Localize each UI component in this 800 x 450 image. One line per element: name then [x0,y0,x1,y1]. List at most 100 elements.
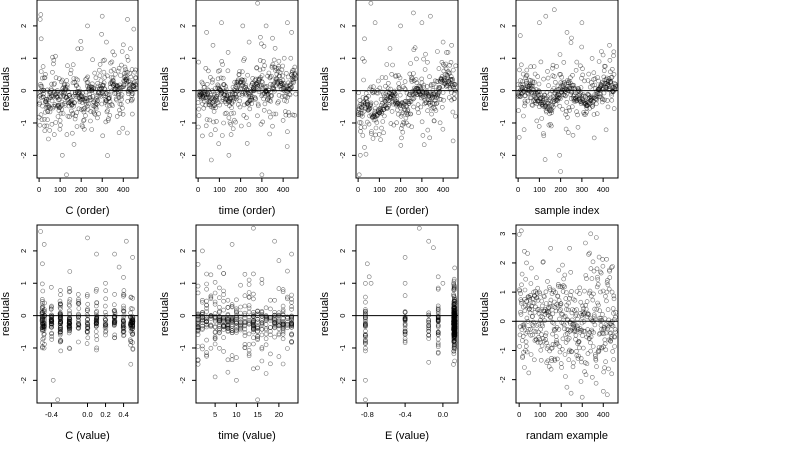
data-point [383,75,389,80]
data-point [67,288,73,294]
data-point [422,98,428,103]
data-point [402,316,408,321]
data-point [521,127,527,132]
data-point [204,30,209,35]
data-point [591,330,596,335]
data-point [219,59,224,64]
data-point [531,319,536,325]
data-point [441,97,446,103]
data-point [263,326,269,331]
data-point [84,98,90,104]
data-point [546,310,551,315]
data-point [543,333,548,339]
data-point [402,310,408,315]
y-tick-label: -1 [19,345,28,352]
data-point [94,323,99,329]
data-point [568,348,574,354]
data-point [524,349,530,355]
data-point [38,229,43,234]
data-point [381,113,387,119]
data-point [531,328,537,334]
data-point [611,357,616,362]
data-point [562,352,568,357]
data-point [529,307,535,312]
data-point [244,141,250,146]
data-point [58,292,63,298]
data-point [536,334,542,340]
data-point [540,259,546,265]
data-point [603,347,609,353]
data-point [595,75,600,80]
data-point [241,113,247,118]
data-point [212,299,218,305]
data-point [596,254,602,260]
data-point [276,326,282,332]
data-point [75,46,81,52]
data-point [613,314,618,320]
data-point [195,262,201,267]
data-point [362,124,368,130]
data-point [113,71,118,77]
data-point [377,85,383,91]
y-tick-label: 2 [338,24,347,28]
data-point [101,82,106,88]
data-point [213,127,218,132]
data-point [539,298,545,304]
data-point [94,315,99,321]
data-point [234,328,239,334]
data-point [524,299,530,304]
data-point [556,92,561,97]
data-point [221,327,226,332]
data-point [549,110,554,115]
x-axis-title: C (value) [65,430,110,442]
x-tick-label: 400 [597,410,610,419]
data-point [238,319,243,325]
data-point [120,105,125,111]
data-point [448,74,454,79]
data-point [592,82,598,88]
data-point [103,329,108,335]
data-point [426,310,432,316]
data-point [609,67,615,72]
data-point [255,334,260,339]
data-point [376,132,382,137]
data-point [216,141,221,146]
data-point [609,289,615,295]
data-point [606,286,612,292]
data-point [593,235,599,240]
data-point [94,303,99,309]
data-point [255,324,260,330]
data-point [554,338,559,343]
data-point [426,319,432,325]
data-point [451,286,457,292]
data-point [246,309,252,315]
data-point [393,91,398,97]
data-point [396,85,402,90]
data-point [359,107,365,113]
data-point [402,107,407,112]
data-point [584,105,590,111]
data-point [591,135,597,141]
data-point [204,353,209,359]
data-point [542,318,547,324]
data-point [130,111,135,117]
data-point [582,288,587,294]
data-point [49,337,55,342]
data-point [103,322,108,328]
data-point [366,274,372,280]
data-point [99,31,104,37]
data-point [211,109,217,114]
data-point [452,336,457,342]
data-point [64,132,70,137]
data-point [289,320,294,326]
data-point [94,106,99,111]
data-point [609,98,615,103]
panel-4: 0 100 200 300 400 -2 -1 0 1 2 sample index residual… [479,0,619,217]
x-tick-label: 10 [232,410,240,419]
data-point [609,371,615,377]
y-tick-label: 2 [338,249,347,253]
data-point [400,110,406,115]
data-point [237,104,243,110]
data-point [271,111,277,117]
plot-frame [355,224,459,404]
